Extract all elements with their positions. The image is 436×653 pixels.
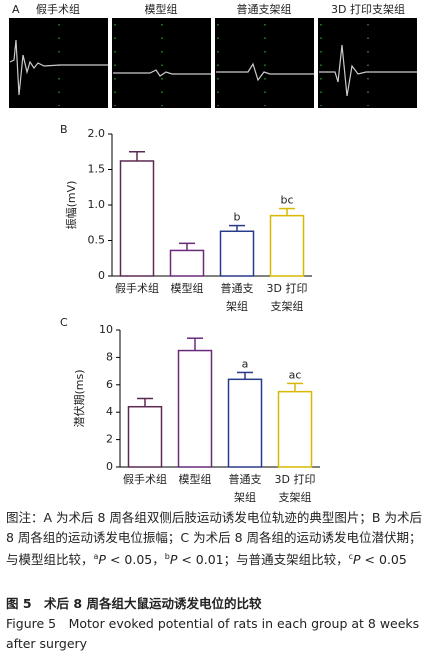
grid-dots <box>58 24 369 106</box>
figure: A 假手术组 模型组 普通支架组 3D 打印支架组 B振幅(mV)00.51.0… <box>9 2 417 504</box>
bar <box>277 390 313 468</box>
y-tick-label: 1.5 <box>88 163 106 176</box>
caption-sup: b <box>164 552 170 561</box>
figure-title: 图 5 术后 8 周各组大鼠运动诱发电位的比较 <box>6 596 262 611</box>
panel-title: 普通支架组 <box>237 2 292 16</box>
trace-box <box>318 18 417 108</box>
trace <box>9 39 417 97</box>
bar <box>177 349 213 468</box>
annotation: ac <box>289 368 302 381</box>
trace-box <box>215 18 314 108</box>
trace-box <box>112 18 211 108</box>
bar <box>269 214 305 277</box>
caption-text: < 0.01；与普通支架组比较， <box>177 552 349 568</box>
x-tick-label: 假手术组 <box>123 472 167 486</box>
y-tick-label: 4 <box>106 405 113 418</box>
caption-text: P <box>169 552 178 568</box>
y-tick-label: 2 <box>106 433 113 446</box>
x-tick-label: 3D 打印 <box>275 472 316 486</box>
x-tick-label: 架组 <box>234 490 256 504</box>
figure-title-en: Figure 5 Motor evoked potential of rats … <box>6 616 420 651</box>
caption-text: < 0.05， <box>105 552 165 568</box>
y-tick-label: 0 <box>98 269 105 282</box>
y-tick-label: 8 <box>106 350 113 363</box>
bar <box>119 160 155 277</box>
caption-text: < 0.05 <box>360 552 407 568</box>
annotation: a <box>242 357 249 370</box>
panel-label: B <box>60 123 68 136</box>
panel-title: 假手术组 <box>36 2 80 16</box>
x-tick-label: 普通支 <box>221 281 254 295</box>
caption-sup: a <box>93 552 99 561</box>
panel-title: 3D 打印支架组 <box>331 2 405 16</box>
bar <box>227 378 263 468</box>
y-tick-label: 6 <box>106 378 113 391</box>
bar <box>169 249 205 277</box>
y-axis-label: 振幅(mV) <box>64 181 78 230</box>
bar <box>127 405 163 468</box>
bar <box>219 230 255 277</box>
y-tick-label: 2.0 <box>88 127 106 140</box>
x-tick-label: 架组 <box>226 299 248 313</box>
x-tick-label: 普通支 <box>229 472 262 486</box>
caption-text: 图注：A 为术后 8 周各组双侧后肢运动诱发电位轨迹的典型图片；B 为术后 8 … <box>6 510 422 568</box>
caption-text: P <box>353 552 361 568</box>
panel-a: A 假手术组 模型组 普通支架组 3D 打印支架组 <box>9 2 417 108</box>
y-tick-label: 10 <box>99 323 113 336</box>
annotation: bc <box>280 194 293 207</box>
x-tick-label: 模型组 <box>179 472 212 486</box>
x-tick-label: 支架组 <box>279 490 312 504</box>
y-tick-label: 0 <box>106 460 113 473</box>
caption-sup: c <box>348 552 354 561</box>
panel-label: C <box>60 316 68 329</box>
x-tick-label: 3D 打印 <box>267 281 308 295</box>
panel-title: 模型组 <box>145 2 178 16</box>
caption: 图注：A 为术后 8 周各组双侧后肢运动诱发电位轨迹的典型图片；B 为术后 8 … <box>6 508 430 570</box>
trace-box <box>9 18 108 108</box>
x-tick-label: 假手术组 <box>115 281 159 295</box>
x-tick-label: 模型组 <box>171 281 204 295</box>
panel-label: A <box>12 3 20 16</box>
caption-text: P <box>98 552 106 568</box>
y-tick-label: 1.0 <box>88 198 106 211</box>
y-axis-label: 潜伏期(ms) <box>72 369 86 427</box>
x-tick-label: 支架组 <box>271 299 304 313</box>
annotation: b <box>234 211 241 224</box>
y-tick-label: 0.5 <box>88 234 106 247</box>
